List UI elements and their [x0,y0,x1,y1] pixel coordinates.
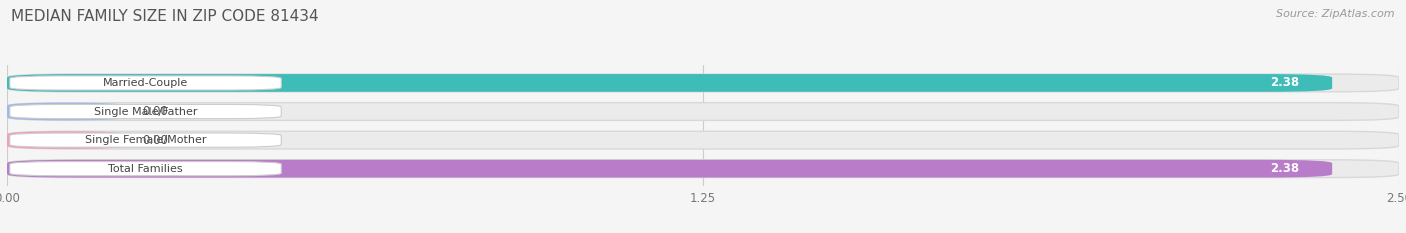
Text: Married-Couple: Married-Couple [103,78,188,88]
FancyBboxPatch shape [7,74,1331,92]
FancyBboxPatch shape [10,104,281,119]
Text: Source: ZipAtlas.com: Source: ZipAtlas.com [1277,9,1395,19]
Text: 2.38: 2.38 [1270,162,1299,175]
Text: Single Female/Mother: Single Female/Mother [84,135,207,145]
FancyBboxPatch shape [7,160,1331,178]
FancyBboxPatch shape [7,131,1399,149]
Text: 2.38: 2.38 [1270,76,1299,89]
FancyBboxPatch shape [10,133,281,147]
FancyBboxPatch shape [7,160,1399,178]
FancyBboxPatch shape [7,131,125,149]
Text: 0.00: 0.00 [142,134,167,147]
FancyBboxPatch shape [10,76,281,90]
Text: 0.00: 0.00 [142,105,167,118]
Text: MEDIAN FAMILY SIZE IN ZIP CODE 81434: MEDIAN FAMILY SIZE IN ZIP CODE 81434 [11,9,319,24]
FancyBboxPatch shape [10,162,281,176]
FancyBboxPatch shape [7,74,1399,92]
FancyBboxPatch shape [7,103,1399,120]
Text: Single Male/Father: Single Male/Father [94,106,197,116]
FancyBboxPatch shape [7,103,125,120]
Text: Total Families: Total Families [108,164,183,174]
